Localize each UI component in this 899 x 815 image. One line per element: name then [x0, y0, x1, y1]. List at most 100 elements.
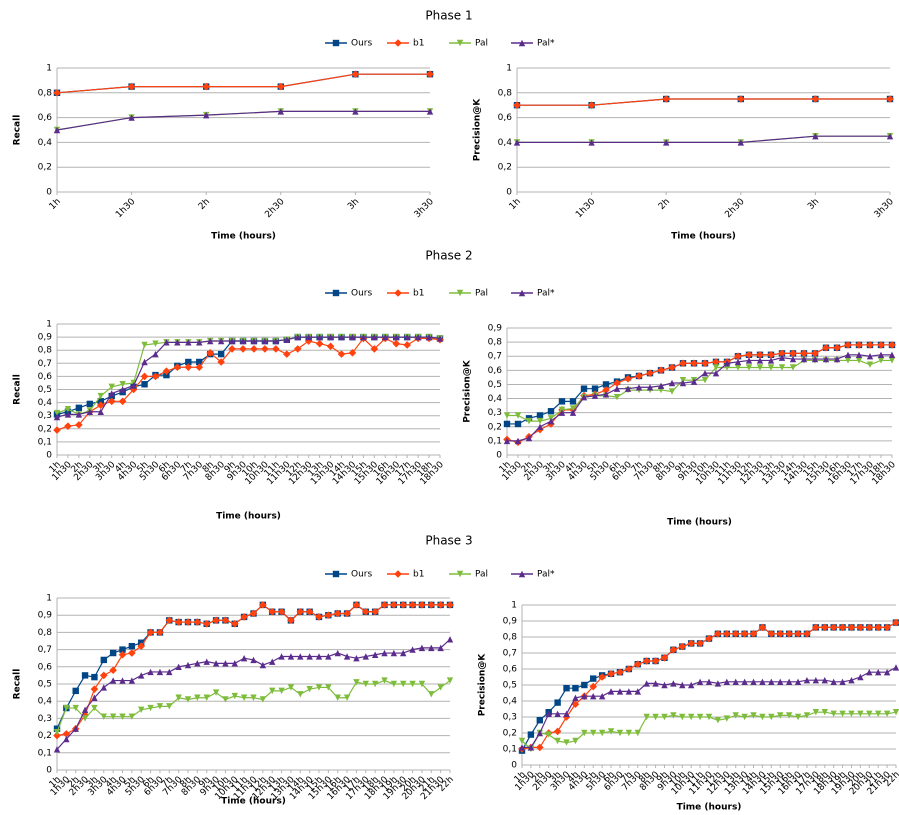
- marker: [643, 713, 650, 721]
- marker: [128, 642, 136, 650]
- marker: [789, 349, 797, 358]
- marker: [857, 673, 864, 681]
- marker: [338, 333, 345, 341]
- marker: [749, 630, 758, 638]
- marker: [166, 703, 173, 710]
- marker: [874, 669, 882, 676]
- marker: [616, 729, 624, 737]
- marker: [803, 630, 811, 638]
- marker: [503, 420, 511, 428]
- marker: [811, 355, 819, 363]
- marker: [163, 339, 170, 346]
- marker: [100, 684, 107, 691]
- y-tick-label: 0,8: [488, 338, 503, 348]
- x-axis-title: Time (hours): [211, 232, 276, 242]
- y-tick-label: 0,8: [38, 346, 53, 356]
- marker: [370, 345, 379, 353]
- marker: [119, 646, 126, 653]
- marker: [518, 744, 526, 751]
- marker: [758, 623, 767, 632]
- marker: [351, 70, 360, 78]
- y-tick-label: 1: [506, 64, 512, 74]
- marker: [741, 713, 748, 721]
- marker: [812, 709, 820, 716]
- marker: [91, 704, 98, 712]
- marker: [277, 108, 284, 115]
- marker: [118, 650, 127, 659]
- marker: [687, 713, 695, 721]
- marker: [409, 646, 416, 653]
- y-tick-label: 0: [506, 188, 512, 198]
- marker: [173, 363, 182, 372]
- marker: [202, 82, 210, 91]
- marker: [456, 39, 464, 47]
- marker: [315, 613, 323, 621]
- marker: [162, 367, 171, 375]
- marker: [660, 654, 669, 662]
- marker: [380, 601, 389, 609]
- marker: [141, 358, 148, 366]
- marker: [789, 364, 797, 371]
- marker: [514, 437, 522, 445]
- marker: [53, 89, 61, 97]
- x-tick-label: 1h: [48, 197, 63, 212]
- marker: [81, 706, 89, 713]
- marker: [390, 601, 398, 609]
- marker: [128, 677, 136, 684]
- marker: [518, 737, 526, 745]
- chart: 00,10,20,30,40,50,60,70,80,91h1h302h2h30…: [463, 324, 899, 528]
- marker: [776, 630, 785, 638]
- x-tick-label: 2h: [197, 197, 212, 212]
- marker: [800, 355, 808, 363]
- marker: [175, 694, 182, 701]
- marker: [261, 345, 269, 353]
- marker: [745, 364, 753, 371]
- marker: [778, 354, 786, 361]
- marker: [185, 339, 192, 346]
- marker: [327, 333, 334, 341]
- marker: [75, 411, 83, 418]
- marker: [745, 357, 753, 364]
- marker: [812, 677, 820, 684]
- marker: [723, 678, 731, 685]
- marker: [382, 333, 389, 341]
- marker: [661, 713, 668, 721]
- marker: [64, 405, 72, 413]
- x-tick-label: 1h: [508, 197, 523, 212]
- marker: [705, 678, 713, 685]
- marker: [778, 364, 786, 371]
- marker: [315, 684, 323, 691]
- marker: [822, 355, 830, 363]
- marker: [888, 341, 896, 349]
- marker: [403, 341, 411, 349]
- marker: [196, 339, 203, 346]
- marker: [315, 339, 324, 348]
- marker: [635, 372, 643, 380]
- y-tick-label: 0,3: [38, 714, 52, 724]
- marker: [712, 364, 720, 371]
- marker: [360, 333, 367, 341]
- marker: [436, 335, 444, 342]
- marker: [100, 656, 107, 664]
- marker: [811, 95, 820, 103]
- marker: [661, 681, 668, 689]
- marker: [745, 351, 753, 359]
- y-tick-label: 0,1: [488, 436, 502, 446]
- marker: [696, 713, 704, 721]
- marker: [705, 634, 713, 643]
- marker: [81, 715, 89, 722]
- marker: [883, 669, 891, 676]
- y-tick-label: 0,7: [503, 649, 517, 659]
- legend-label: Ours: [351, 570, 372, 580]
- marker: [527, 731, 535, 738]
- marker: [794, 713, 802, 721]
- marker: [184, 618, 192, 626]
- marker: [165, 616, 174, 625]
- marker: [830, 678, 837, 685]
- marker: [624, 375, 632, 383]
- series-line: [507, 354, 892, 442]
- y-tick-label: 0,7: [38, 645, 52, 655]
- marker: [525, 434, 533, 442]
- marker: [53, 725, 61, 732]
